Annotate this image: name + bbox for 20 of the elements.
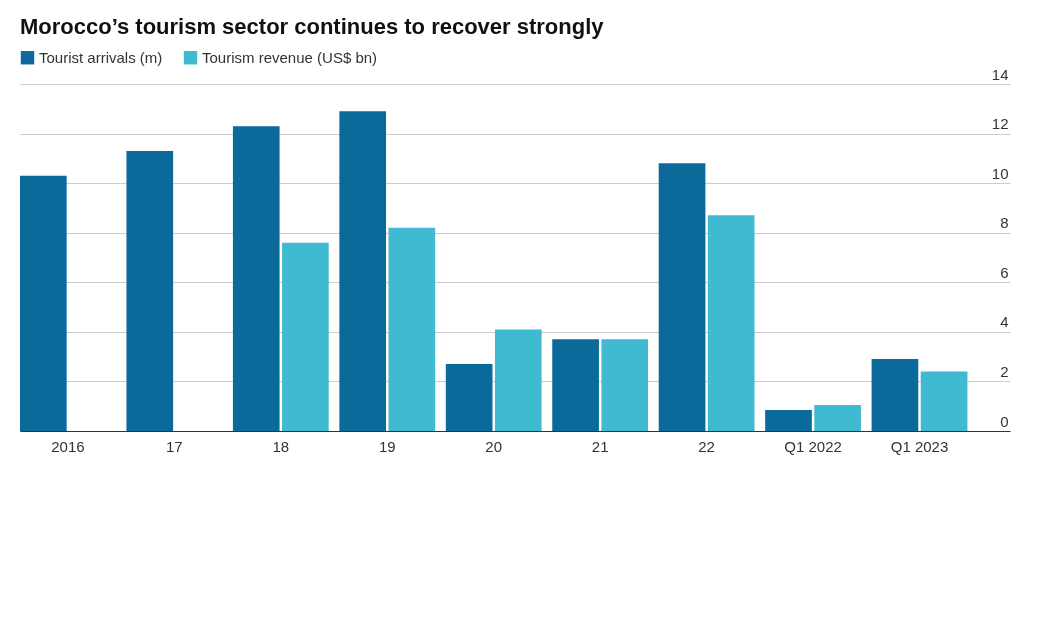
x-tick-label: 19 [378,437,396,455]
legend-label: Tourist arrivals (m) [39,48,163,66]
legend-label: Tourism revenue (US$ bn) [202,48,378,66]
chart-title: Morocco’s tourism sector continues to recover strongly [20,14,605,40]
x-tick-label: Q1 2022 [784,437,842,455]
y-tick-label: 12 [991,115,1009,133]
x-tick-label: Q1 2023 [890,437,949,455]
y-tick-label: 6 [1000,263,1009,281]
y-tick-label: 2 [1000,362,1009,380]
y-tick-label: 14 [991,65,1009,83]
y-tick-label: 4 [1000,313,1009,331]
y-tick-label: 0 [1000,412,1009,430]
x-tick-label: 18 [272,437,290,455]
x-tick-label: 17 [166,437,183,455]
y-tick-label: 10 [991,164,1009,182]
x-tick-label: 2016 [51,437,85,455]
x-tick-label: 21 [591,437,609,455]
y-tick-label: 8 [1000,214,1009,232]
x-tick-label: 20 [485,437,503,455]
x-tick-label: 22 [698,437,715,455]
